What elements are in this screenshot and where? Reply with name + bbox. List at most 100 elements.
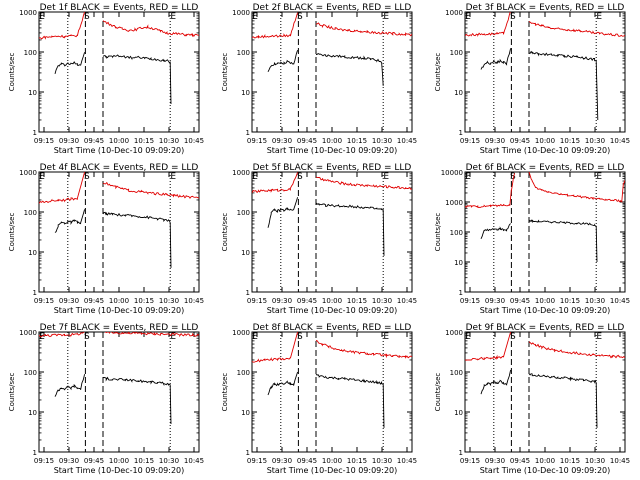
x-tick-label: 10:45 — [184, 297, 204, 305]
plot-frame — [251, 331, 413, 453]
x-tick-label: 09:15 — [247, 137, 267, 145]
y-tick-label: 1 — [33, 129, 37, 137]
y-tick-label: 100 — [237, 369, 250, 377]
y-tick-label: 1 — [33, 449, 37, 457]
interval-marker-label: E — [596, 332, 602, 342]
y-axis-label: Counts/sec — [434, 53, 442, 92]
panel-title: Det 9f BLACK = Events, RED = LLD — [466, 323, 625, 333]
y-tick-label: 10 — [241, 409, 250, 417]
x-tick-label: 10:15 — [560, 137, 580, 145]
x-axis-label: Start Time (10-Dec-10 09:09:20) — [267, 306, 398, 315]
x-tick-label: 10:45 — [610, 137, 630, 145]
y-tick-label: 100 — [24, 369, 37, 377]
interval-marker-label: E — [596, 172, 602, 182]
panel-title: Det 2f BLACK = Events, RED = LLD — [253, 3, 412, 13]
y-tick-label: 1 — [246, 289, 250, 297]
x-tick-label: 09:30 — [59, 297, 79, 305]
y-tick-label: 10 — [28, 249, 37, 257]
lld-series-line — [252, 12, 412, 39]
y-tick-label: 10 — [28, 89, 37, 97]
y-axis-label: Counts/sec — [8, 373, 16, 412]
x-tick-label: 10:45 — [184, 137, 204, 145]
y-tick-label: 10 — [28, 409, 37, 417]
x-tick-label: 09:45 — [84, 297, 104, 305]
plot-frame — [464, 11, 626, 133]
x-tick-label: 10:30 — [585, 457, 605, 465]
panel-det-4: Det 4f BLACK = Events, RED = LLD Counts/s… — [8, 163, 204, 315]
interval-marker-label: S — [84, 12, 90, 22]
x-tick-label: 10:00 — [322, 457, 342, 465]
x-tick-label: 09:15 — [34, 297, 54, 305]
panel-det-3: Det 3f BLACK = Events, RED = LLD Counts/s… — [434, 3, 630, 155]
interval-marker-label: S — [297, 332, 303, 342]
lld-series-line — [252, 332, 412, 363]
events-series-line — [267, 50, 384, 86]
x-tick-label: 09:30 — [272, 457, 292, 465]
x-tick-label: 10:15 — [134, 457, 154, 465]
interval-marker-label: S — [84, 332, 90, 342]
y-tick-label: 100 — [237, 209, 250, 217]
lld-series-line — [39, 332, 199, 338]
x-tick-label: 10:30 — [372, 457, 392, 465]
panel-det-6: Det 6f BLACK = Events, RED = LLD Counts/s… — [434, 163, 630, 315]
x-tick-label: 09:15 — [34, 457, 54, 465]
interval-marker-label: E — [170, 332, 176, 342]
y-tick-label: 1 — [246, 129, 250, 137]
interval-marker-label: E — [465, 332, 471, 342]
x-axis-label: Start Time (10-Dec-10 09:09:20) — [54, 466, 185, 475]
panel-title: Det 1f BLACK = Events, RED = LLD — [40, 3, 199, 13]
interval-marker-label: E — [383, 172, 389, 182]
x-tick-label: 10:15 — [134, 297, 154, 305]
lld-series-line — [465, 332, 625, 361]
x-tick-label: 10:30 — [159, 137, 179, 145]
x-tick-label: 10:15 — [347, 137, 367, 145]
plot-frame — [464, 331, 626, 453]
plot-frame — [251, 11, 413, 133]
x-tick-label: 09:30 — [272, 137, 292, 145]
x-tick-label: 09:45 — [297, 297, 317, 305]
interval-marker-label: E — [39, 332, 45, 342]
lld-series-line — [39, 172, 199, 204]
x-tick-label: 10:45 — [397, 457, 417, 465]
interval-marker-label: E — [252, 332, 258, 342]
interval-marker-label: E — [39, 172, 45, 182]
events-series-line — [54, 374, 172, 425]
x-tick-label: 09:15 — [247, 457, 267, 465]
x-tick-label: 10:15 — [347, 457, 367, 465]
x-axis-label: Start Time (10-Dec-10 09:09:20) — [54, 146, 185, 155]
y-tick-label: 10 — [241, 89, 250, 97]
y-tick-label: 10 — [454, 89, 463, 97]
panel-title: Det 8f BLACK = Events, RED = LLD — [253, 323, 412, 333]
x-tick-label: 10:30 — [585, 137, 605, 145]
x-tick-label: 09:30 — [485, 457, 505, 465]
y-tick-label: 1 — [246, 449, 250, 457]
events-series-line — [480, 369, 598, 428]
x-tick-label: 10:30 — [159, 297, 179, 305]
plot-frame — [38, 171, 200, 293]
y-axis-label: Counts/sec — [434, 373, 442, 412]
interval-marker-label: E — [252, 172, 258, 182]
y-axis-label: Counts/sec — [221, 213, 229, 252]
y-tick-label: 1 — [459, 129, 463, 137]
y-tick-label: 1000 — [445, 9, 463, 17]
y-tick-label: 1000 — [445, 329, 463, 337]
x-tick-label: 10:00 — [535, 137, 555, 145]
interval-marker-label: S — [84, 172, 90, 182]
x-tick-label: 09:45 — [510, 297, 530, 305]
x-tick-label: 09:45 — [510, 457, 530, 465]
y-tick-label: 100 — [237, 49, 250, 57]
x-tick-label: 10:15 — [560, 297, 580, 305]
x-tick-label: 10:45 — [397, 137, 417, 145]
plot-frame — [38, 331, 200, 453]
y-tick-label: 1 — [459, 449, 463, 457]
events-series-line — [267, 371, 385, 428]
panel-det-5: Det 5f BLACK = Events, RED = LLD Counts/s… — [221, 163, 417, 315]
interval-marker-label: E — [596, 12, 602, 22]
x-axis-label: Start Time (10-Dec-10 09:09:20) — [480, 306, 611, 315]
y-tick-label: 100 — [24, 49, 37, 57]
y-tick-label: 100 — [450, 49, 463, 57]
panel-title: Det 4f BLACK = Events, RED = LLD — [40, 163, 199, 173]
x-tick-label: 10:00 — [109, 457, 129, 465]
x-tick-label: 10:00 — [535, 297, 555, 305]
